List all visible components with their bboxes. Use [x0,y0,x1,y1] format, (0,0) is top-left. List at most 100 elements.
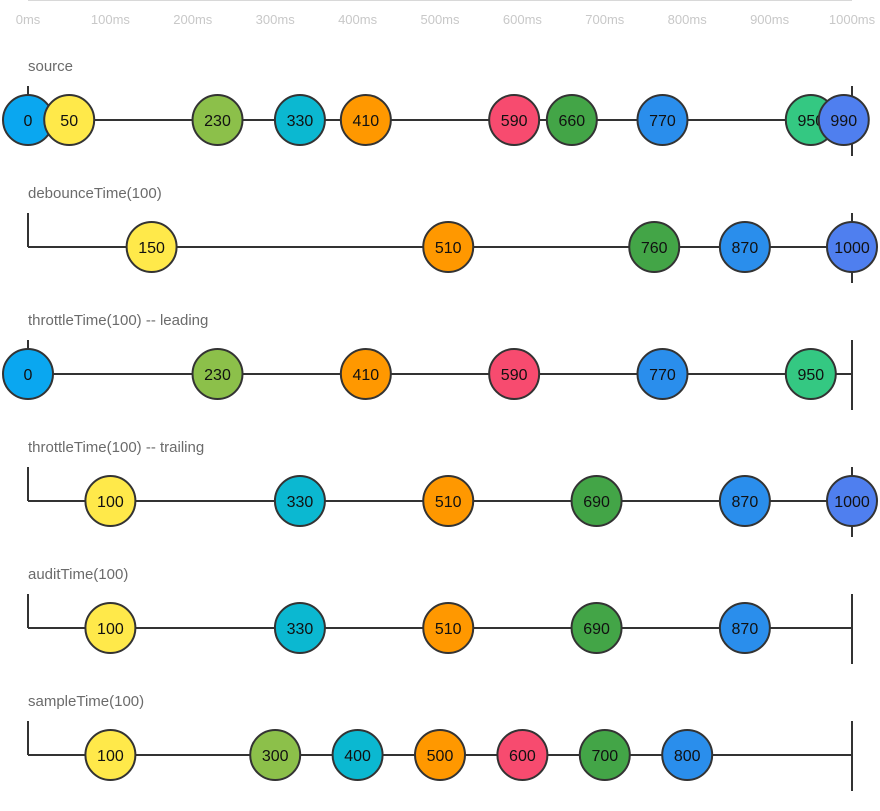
marble: 510 [422,602,475,654]
marble-circle [661,729,714,781]
marble-circle [545,94,598,146]
time-tick-label: 200ms [173,12,213,27]
marble-label: 870 [732,240,759,257]
marble-circle [496,729,549,781]
marble-circle [636,348,689,400]
marble: 500 [414,729,466,781]
time-axis: 0ms 100ms 200ms 300ms 400ms 500ms 600ms 700ms 80… [16,0,876,27]
marble: 330 [273,475,326,527]
marble-circle [84,475,137,527]
marble-label: 870 [732,621,759,638]
marble-circle [191,94,244,146]
marble-label: 100 [97,748,124,765]
marble-label: 0 [24,113,33,130]
marble: 230 [191,348,244,400]
marble-circle [273,475,326,527]
marble-label: 330 [287,621,314,638]
marble: 100 [84,475,137,527]
marble: 660 [545,94,598,146]
marble: 590 [488,348,541,400]
marble: 400 [331,729,384,781]
marble-label: 690 [583,494,610,511]
marble-circle [339,348,392,400]
marble-label: 700 [591,748,618,765]
marble-label: 50 [60,113,78,130]
marble-label: 510 [435,240,462,257]
marble-circle [339,94,392,146]
marble-circle [718,221,771,273]
time-tick-label: 900ms [750,12,790,27]
timeline-label: auditTime(100) [28,566,128,583]
marble-label: 500 [427,748,454,765]
time-tick-label: 400ms [338,12,378,27]
marble-label: 600 [509,748,536,765]
marble-label: 870 [732,494,759,511]
marble-circle [578,729,631,781]
marble-label: 660 [558,113,585,130]
marble: 590 [488,94,541,146]
marble-circle [570,602,623,654]
marble: 760 [628,221,681,273]
timeline-label: throttleTime(100) -- trailing [28,439,204,456]
marble: 150 [125,221,178,273]
marble-label: 950 [797,367,824,384]
marble-label: 400 [344,748,371,765]
marble: 100 [84,729,137,781]
marble: 100 [84,602,137,654]
marble: 950 [784,348,837,400]
marble-circle [43,94,96,146]
marble-label: 590 [501,113,528,130]
marble-circle [84,602,137,654]
marble-circle [784,348,837,400]
marble-circle [488,348,541,400]
marble: 600 [496,729,549,781]
marble-label: 770 [649,367,676,384]
marble-circle [826,475,878,527]
marble: 50 [43,94,96,146]
marble-label: 990 [830,113,857,130]
marble-label: 410 [352,367,379,384]
marble-circle [488,94,541,146]
marble: 410 [339,94,392,146]
marble-label: 1000 [834,240,870,257]
timeline-row: debounceTime(100) 150 510 760 870 1000 [27,185,878,283]
marble-circle [249,729,302,781]
marble: 870 [718,475,771,527]
marble: 690 [570,475,623,527]
marble-circle [273,602,326,654]
marble-label: 690 [583,621,610,638]
marble: 800 [661,729,714,781]
marble-circle [422,221,475,273]
marble-label: 1000 [834,494,870,511]
marble-circle [414,729,466,781]
marble: 300 [249,729,302,781]
marble: 770 [636,348,689,400]
marble-circle [636,94,689,146]
marble: 0 [2,348,54,400]
marble-label: 230 [204,113,231,130]
marble-label: 760 [641,240,668,257]
marble-circle [422,475,475,527]
marble: 1000 [826,475,878,527]
marble: 770 [636,94,689,146]
marble-circle [422,602,475,654]
marble-circle [2,348,54,400]
timeline-label: throttleTime(100) -- leading [28,312,208,329]
marble-label: 0 [24,367,33,384]
marble-label: 410 [352,113,379,130]
marble: 410 [339,348,392,400]
marble-circle [817,94,870,146]
marble-circle [331,729,384,781]
time-tick-label: 0ms [16,12,41,27]
timeline-row: source 0 50 230 330 410 590 660 770 950 990 [2,58,870,156]
marble-circle [273,94,326,146]
time-tick-label: 700ms [585,12,625,27]
timeline-label: debounceTime(100) [28,185,162,202]
timeline-label: source [28,58,73,75]
marble: 870 [718,602,771,654]
marble-label: 100 [97,494,124,511]
marble: 230 [191,94,244,146]
marble: 330 [273,602,326,654]
marble-label: 590 [501,367,528,384]
